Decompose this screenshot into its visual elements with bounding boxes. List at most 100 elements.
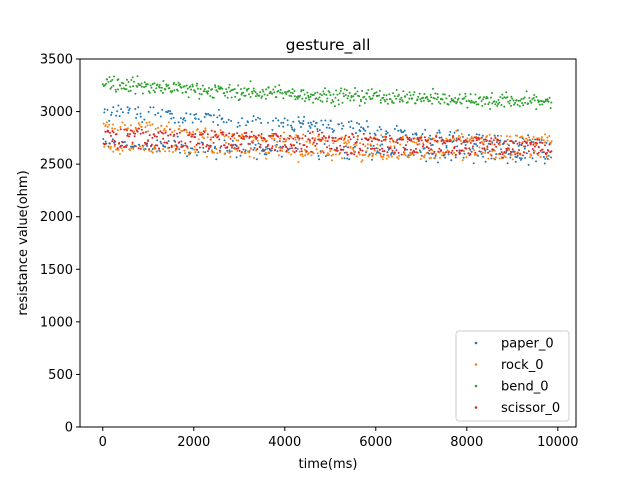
data-point bbox=[379, 99, 382, 102]
data-point bbox=[350, 96, 353, 99]
data-point bbox=[475, 133, 478, 136]
data-point bbox=[121, 111, 124, 114]
data-point bbox=[529, 156, 532, 159]
data-point bbox=[525, 152, 528, 155]
data-point bbox=[332, 100, 335, 103]
data-point bbox=[138, 143, 141, 146]
data-point bbox=[139, 147, 142, 150]
data-point bbox=[514, 102, 516, 104]
data-point bbox=[417, 138, 419, 141]
data-point bbox=[498, 141, 501, 144]
data-point bbox=[548, 135, 551, 137]
data-point bbox=[498, 101, 501, 104]
data-point bbox=[120, 87, 123, 90]
data-point bbox=[381, 143, 384, 146]
data-point bbox=[196, 142, 199, 145]
data-point bbox=[209, 138, 212, 141]
data-point bbox=[541, 148, 544, 151]
data-point bbox=[280, 155, 283, 158]
data-point bbox=[167, 110, 170, 112]
data-point bbox=[382, 139, 385, 141]
data-point bbox=[412, 93, 415, 96]
data-point bbox=[407, 154, 410, 157]
data-point bbox=[365, 120, 368, 123]
legend-entry: rock_0 bbox=[501, 358, 543, 373]
legend-entry: paper_0 bbox=[501, 337, 554, 352]
data-point bbox=[108, 119, 111, 122]
data-point bbox=[253, 156, 255, 159]
data-point bbox=[493, 134, 496, 137]
data-point bbox=[352, 99, 355, 102]
data-point bbox=[359, 98, 362, 101]
data-point bbox=[449, 139, 452, 141]
data-point bbox=[325, 126, 328, 129]
data-point bbox=[478, 150, 481, 153]
data-point bbox=[184, 152, 186, 155]
data-point bbox=[215, 148, 218, 150]
data-point bbox=[271, 147, 273, 150]
data-point bbox=[236, 149, 239, 152]
data-point bbox=[498, 157, 501, 160]
data-point bbox=[461, 149, 464, 152]
data-point bbox=[198, 131, 201, 134]
data-point bbox=[550, 150, 553, 153]
data-point bbox=[391, 149, 394, 152]
data-point bbox=[460, 102, 463, 105]
data-point bbox=[472, 139, 475, 142]
data-point bbox=[268, 134, 271, 137]
data-point bbox=[478, 146, 481, 149]
data-point bbox=[328, 153, 331, 156]
data-point bbox=[383, 99, 386, 101]
data-point bbox=[458, 152, 461, 155]
data-point bbox=[132, 131, 135, 134]
data-point bbox=[374, 153, 377, 156]
data-point bbox=[364, 98, 367, 101]
data-point bbox=[301, 155, 304, 158]
data-point bbox=[129, 89, 132, 92]
data-point bbox=[350, 152, 353, 155]
data-point bbox=[251, 92, 254, 95]
data-point bbox=[547, 158, 550, 161]
data-point bbox=[216, 90, 219, 93]
data-point bbox=[267, 143, 270, 146]
data-point bbox=[273, 91, 276, 94]
data-point bbox=[438, 147, 441, 150]
data-point bbox=[490, 154, 493, 157]
data-point bbox=[296, 136, 299, 139]
data-point bbox=[332, 93, 335, 96]
data-point bbox=[196, 128, 199, 131]
data-point bbox=[331, 131, 334, 133]
data-point bbox=[311, 143, 314, 146]
data-point bbox=[508, 102, 511, 105]
data-point bbox=[303, 115, 306, 118]
data-point bbox=[485, 140, 488, 142]
data-point bbox=[148, 148, 151, 151]
data-point bbox=[291, 88, 294, 91]
points-layer bbox=[101, 75, 553, 166]
data-point bbox=[491, 150, 494, 153]
data-point bbox=[312, 120, 315, 123]
data-point bbox=[366, 143, 369, 146]
data-point bbox=[153, 91, 156, 94]
data-point bbox=[113, 139, 116, 142]
data-point bbox=[135, 117, 138, 119]
data-point bbox=[224, 94, 227, 97]
data-point bbox=[429, 134, 432, 137]
data-point bbox=[254, 95, 257, 98]
data-point bbox=[258, 152, 261, 155]
data-point bbox=[176, 89, 179, 92]
data-point bbox=[262, 139, 265, 142]
data-point bbox=[356, 90, 359, 93]
data-point bbox=[493, 100, 496, 103]
data-point bbox=[362, 143, 365, 146]
data-point bbox=[343, 145, 345, 148]
data-point bbox=[543, 162, 546, 165]
data-point bbox=[130, 147, 133, 150]
data-point bbox=[548, 96, 551, 99]
data-point bbox=[358, 147, 361, 150]
data-point bbox=[311, 150, 314, 153]
data-point bbox=[538, 139, 541, 141]
data-point bbox=[453, 145, 456, 148]
data-point bbox=[295, 134, 298, 137]
data-point bbox=[271, 92, 274, 95]
